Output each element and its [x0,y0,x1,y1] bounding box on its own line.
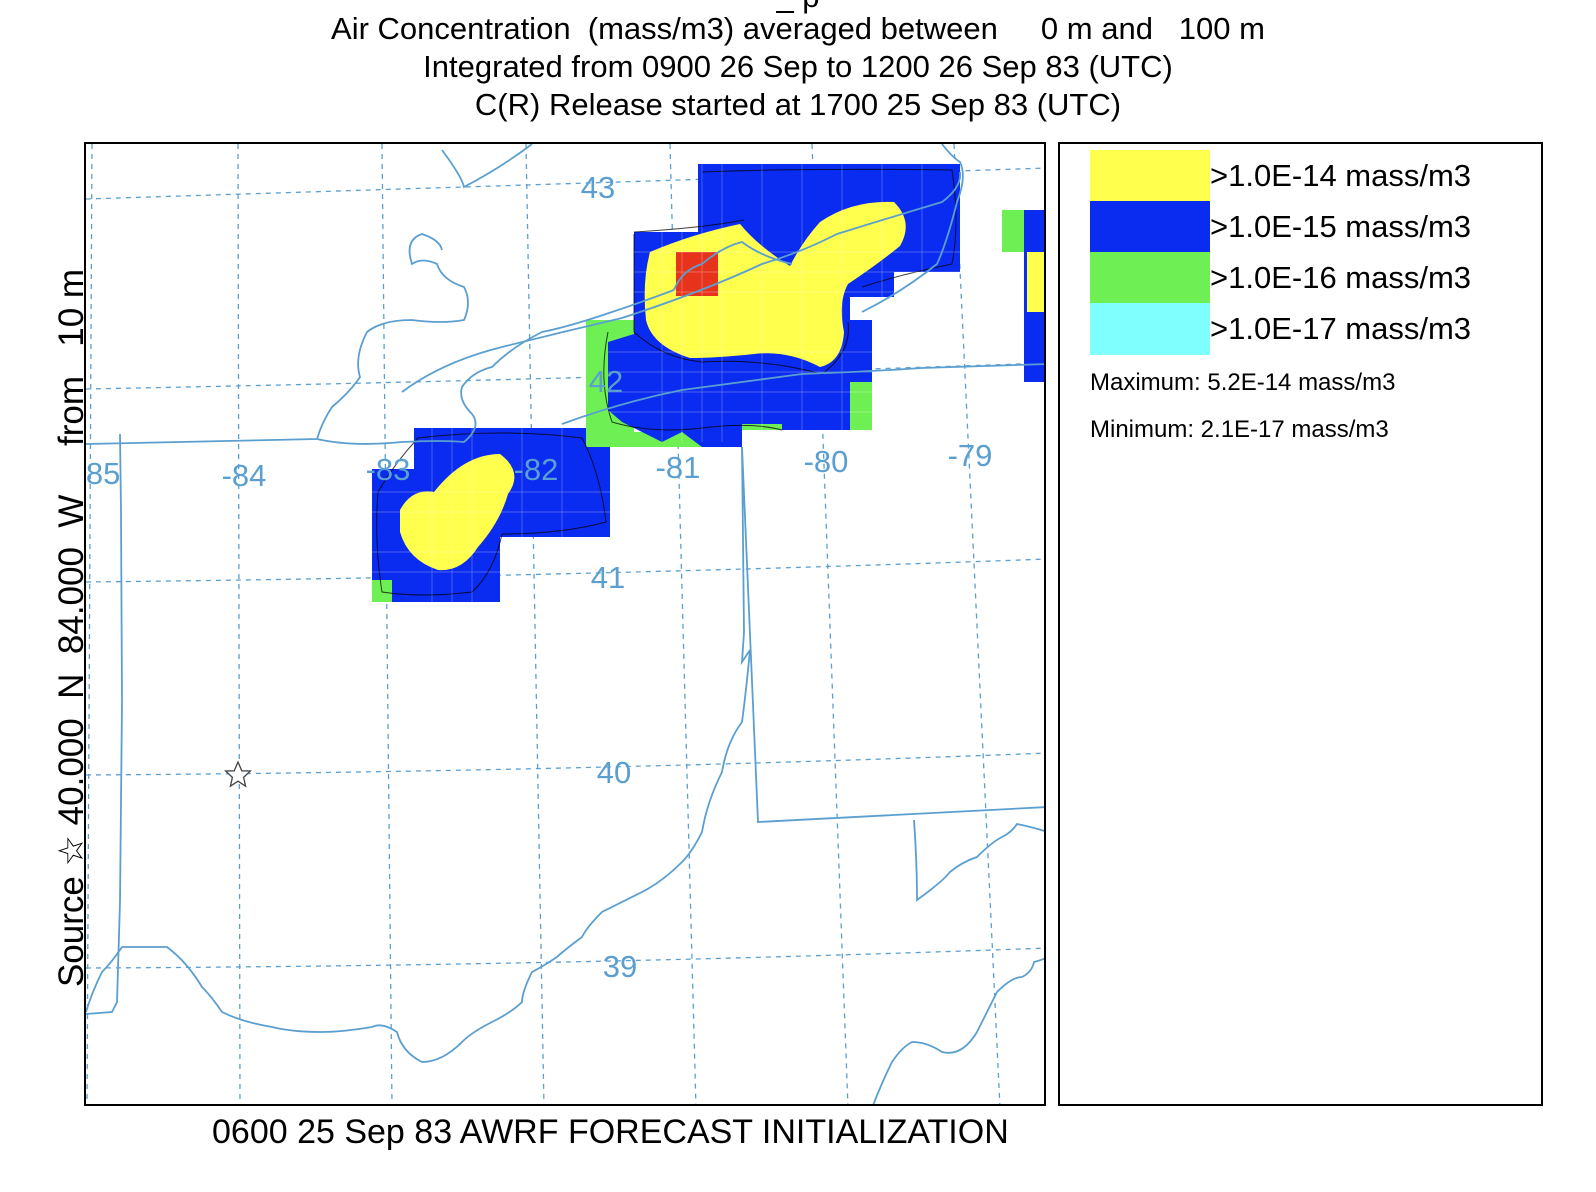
lat-label: 40 [597,755,631,790]
lat-label: 42 [589,364,623,399]
legend-label: >1.0E-14 mass/m3 [1210,158,1472,193]
lon-label: -82 [514,452,559,487]
longitude-labels: -85 -84 -83 -82 -81 -80 -79 [84,438,993,493]
minimum-value: Minimum: 2.1E-17 mass/m3 [1090,416,1389,443]
political-boundaries [86,144,1044,1104]
plume-contours [372,164,1044,602]
legend-entry: >1.0E-17 mass/m3 [1090,303,1530,355]
plume-yellow-east [1027,252,1044,312]
legend-label: >1.0E-16 mass/m3 [1210,260,1472,295]
lat-label: 39 [603,949,637,984]
legend-swatch [1090,303,1210,355]
legend-swatch [1090,252,1210,304]
legend-swatch [1090,201,1210,253]
title-line-release: C(R) Release started at 1700 25 Sep 83 (… [474,87,1122,122]
lon-label: -79 [948,438,993,473]
legend-label: >1.0E-15 mass/m3 [1210,209,1472,244]
legend-panel: >1.0E-14 mass/m3 >1.0E-15 mass/m3 >1.0E-… [1058,142,1543,1106]
lon-label: -80 [804,444,849,479]
plume-yellow-main [644,201,906,367]
plume-peak-cell [676,252,718,296]
legend-swatch [1090,150,1210,202]
title-line-integration: Integrated from 0900 26 Sep to 1200 26 S… [423,49,1173,84]
legend-entry: >1.0E-16 mass/m3 [1090,252,1530,304]
legend-entry: >1.0E-15 mass/m3 [1090,201,1530,253]
title-line-concentration: Air Concentration (mass/m3) averaged bet… [331,11,1265,46]
lon-label: -81 [656,450,701,485]
lat-label: 43 [581,170,615,205]
star-icon [224,760,252,788]
lon-label: -83 [366,452,411,487]
lon-label: -84 [222,458,267,493]
forecast-initialization-label: 0600 25 Sep 83 AWRF FORECAST INITIALIZAT… [212,1113,1009,1151]
legend-entry: >1.0E-14 mass/m3 [1090,150,1530,202]
plume-yellow-south [400,454,515,571]
title-line-partial: _ p [0,0,1596,16]
lon-label: -85 [84,456,120,491]
map-canvas[interactable]: -85 -84 -83 -82 -81 -80 -79 43 42 41 40 … [84,142,1046,1106]
maximum-value: Maximum: 5.2E-14 mass/m3 [1090,369,1396,396]
latitude-labels: 43 42 41 40 39 [581,170,637,984]
lat-label: 41 [591,560,625,595]
legend-label: >1.0E-17 mass/m3 [1210,311,1472,346]
map-panel[interactable]: -85 -84 -83 -82 -81 -80 -79 43 42 41 40 … [84,142,1046,1106]
